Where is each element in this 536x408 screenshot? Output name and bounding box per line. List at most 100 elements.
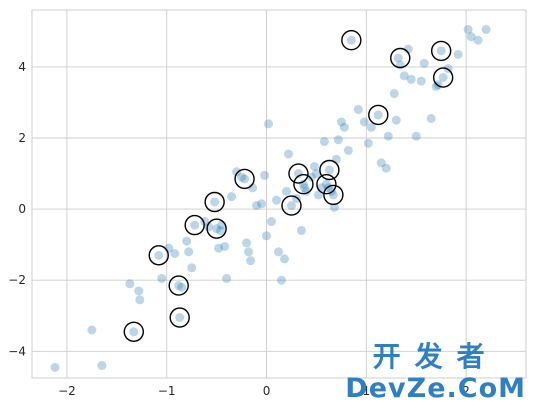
highlight-circle <box>293 174 314 195</box>
data-point <box>309 161 319 171</box>
data-point <box>204 222 214 232</box>
highlight-circle <box>288 163 309 184</box>
x-tick-label: −2 <box>58 384 76 398</box>
data-point <box>97 361 107 371</box>
data-point <box>406 74 416 84</box>
data-point <box>403 44 413 54</box>
data-point <box>242 238 252 248</box>
y-tick-labels: −4 −2 0 2 4 <box>8 60 26 358</box>
highlight-circle <box>432 67 454 88</box>
data-point <box>246 256 256 266</box>
data-point <box>343 145 353 155</box>
data-point <box>237 172 247 182</box>
data-point <box>87 325 97 335</box>
data-point <box>187 263 197 273</box>
data-point <box>182 236 192 246</box>
data-point <box>366 122 376 132</box>
data-points <box>50 25 491 372</box>
data-point <box>134 286 144 296</box>
data-point <box>170 249 180 259</box>
data-point <box>436 46 446 56</box>
data-point <box>177 282 187 292</box>
data-point <box>419 58 429 68</box>
axes-frame <box>31 9 527 379</box>
data-point <box>267 217 277 227</box>
data-point <box>328 190 338 200</box>
data-point <box>260 170 270 180</box>
data-point <box>438 73 448 83</box>
y-tick-label: −4 <box>8 344 26 358</box>
x-tick-label: −1 <box>158 384 176 398</box>
data-point <box>453 49 463 59</box>
watermark-chinese-text: 开发者 <box>372 340 499 373</box>
plot-background <box>32 10 526 378</box>
data-point <box>264 119 274 129</box>
data-point <box>393 53 403 63</box>
highlight-circle <box>316 174 337 195</box>
data-point <box>383 131 393 141</box>
data-point <box>333 135 343 145</box>
data-point <box>481 25 491 35</box>
data-point <box>125 279 135 289</box>
data-point <box>466 32 476 42</box>
data-point <box>175 313 185 323</box>
data-point <box>276 275 286 285</box>
data-point <box>431 81 441 91</box>
data-point <box>463 25 473 35</box>
data-point <box>248 183 258 193</box>
y-tick-label: −2 <box>8 273 26 287</box>
data-point <box>353 105 363 115</box>
data-point <box>210 197 220 207</box>
y-tick-label: 4 <box>18 60 26 74</box>
data-point <box>214 243 224 253</box>
highlight-circle <box>281 195 302 216</box>
data-point <box>324 165 334 175</box>
watermark-logo: 开发者 DevZe.CoM <box>345 340 526 403</box>
data-point <box>174 281 184 291</box>
highlight-circle <box>148 245 169 266</box>
data-point <box>262 231 272 241</box>
highlight-circle <box>168 275 189 296</box>
highlight-circle <box>323 184 344 206</box>
data-point <box>220 241 230 251</box>
data-point <box>129 327 139 337</box>
data-point <box>244 247 254 257</box>
data-point <box>154 250 164 260</box>
data-point <box>283 149 293 159</box>
data-point <box>252 201 262 211</box>
data-point <box>279 254 289 264</box>
data-point <box>311 169 321 179</box>
data-point <box>376 158 386 168</box>
highlight-circle <box>234 168 255 190</box>
x-tick-label: 0 <box>263 384 271 398</box>
data-point <box>389 89 399 99</box>
data-point <box>227 192 237 202</box>
data-point <box>212 224 222 234</box>
highlight-circle <box>123 321 144 342</box>
axes-border <box>31 9 527 379</box>
data-point <box>274 247 284 257</box>
y-tick-label: 2 <box>18 131 26 145</box>
data-point <box>319 137 329 147</box>
data-point <box>184 247 194 257</box>
data-point <box>339 122 349 132</box>
data-point <box>411 131 421 141</box>
y-tick-label: 0 <box>18 202 26 216</box>
data-point <box>426 113 436 123</box>
data-point <box>391 115 401 125</box>
data-point <box>272 195 282 205</box>
data-point <box>359 117 369 127</box>
data-point <box>232 167 242 177</box>
data-point <box>346 35 356 45</box>
data-point <box>331 154 341 164</box>
highlight-circles <box>123 30 454 342</box>
highlight-circle <box>204 191 225 213</box>
data-point <box>473 35 483 45</box>
data-point <box>299 183 309 193</box>
highlight-circle <box>169 307 190 328</box>
x-tick-labels: −2 −1 0 1 2 <box>58 384 470 398</box>
highlight-circle <box>430 40 452 62</box>
data-point <box>216 225 226 235</box>
data-point <box>157 273 167 283</box>
data-point <box>416 76 426 86</box>
